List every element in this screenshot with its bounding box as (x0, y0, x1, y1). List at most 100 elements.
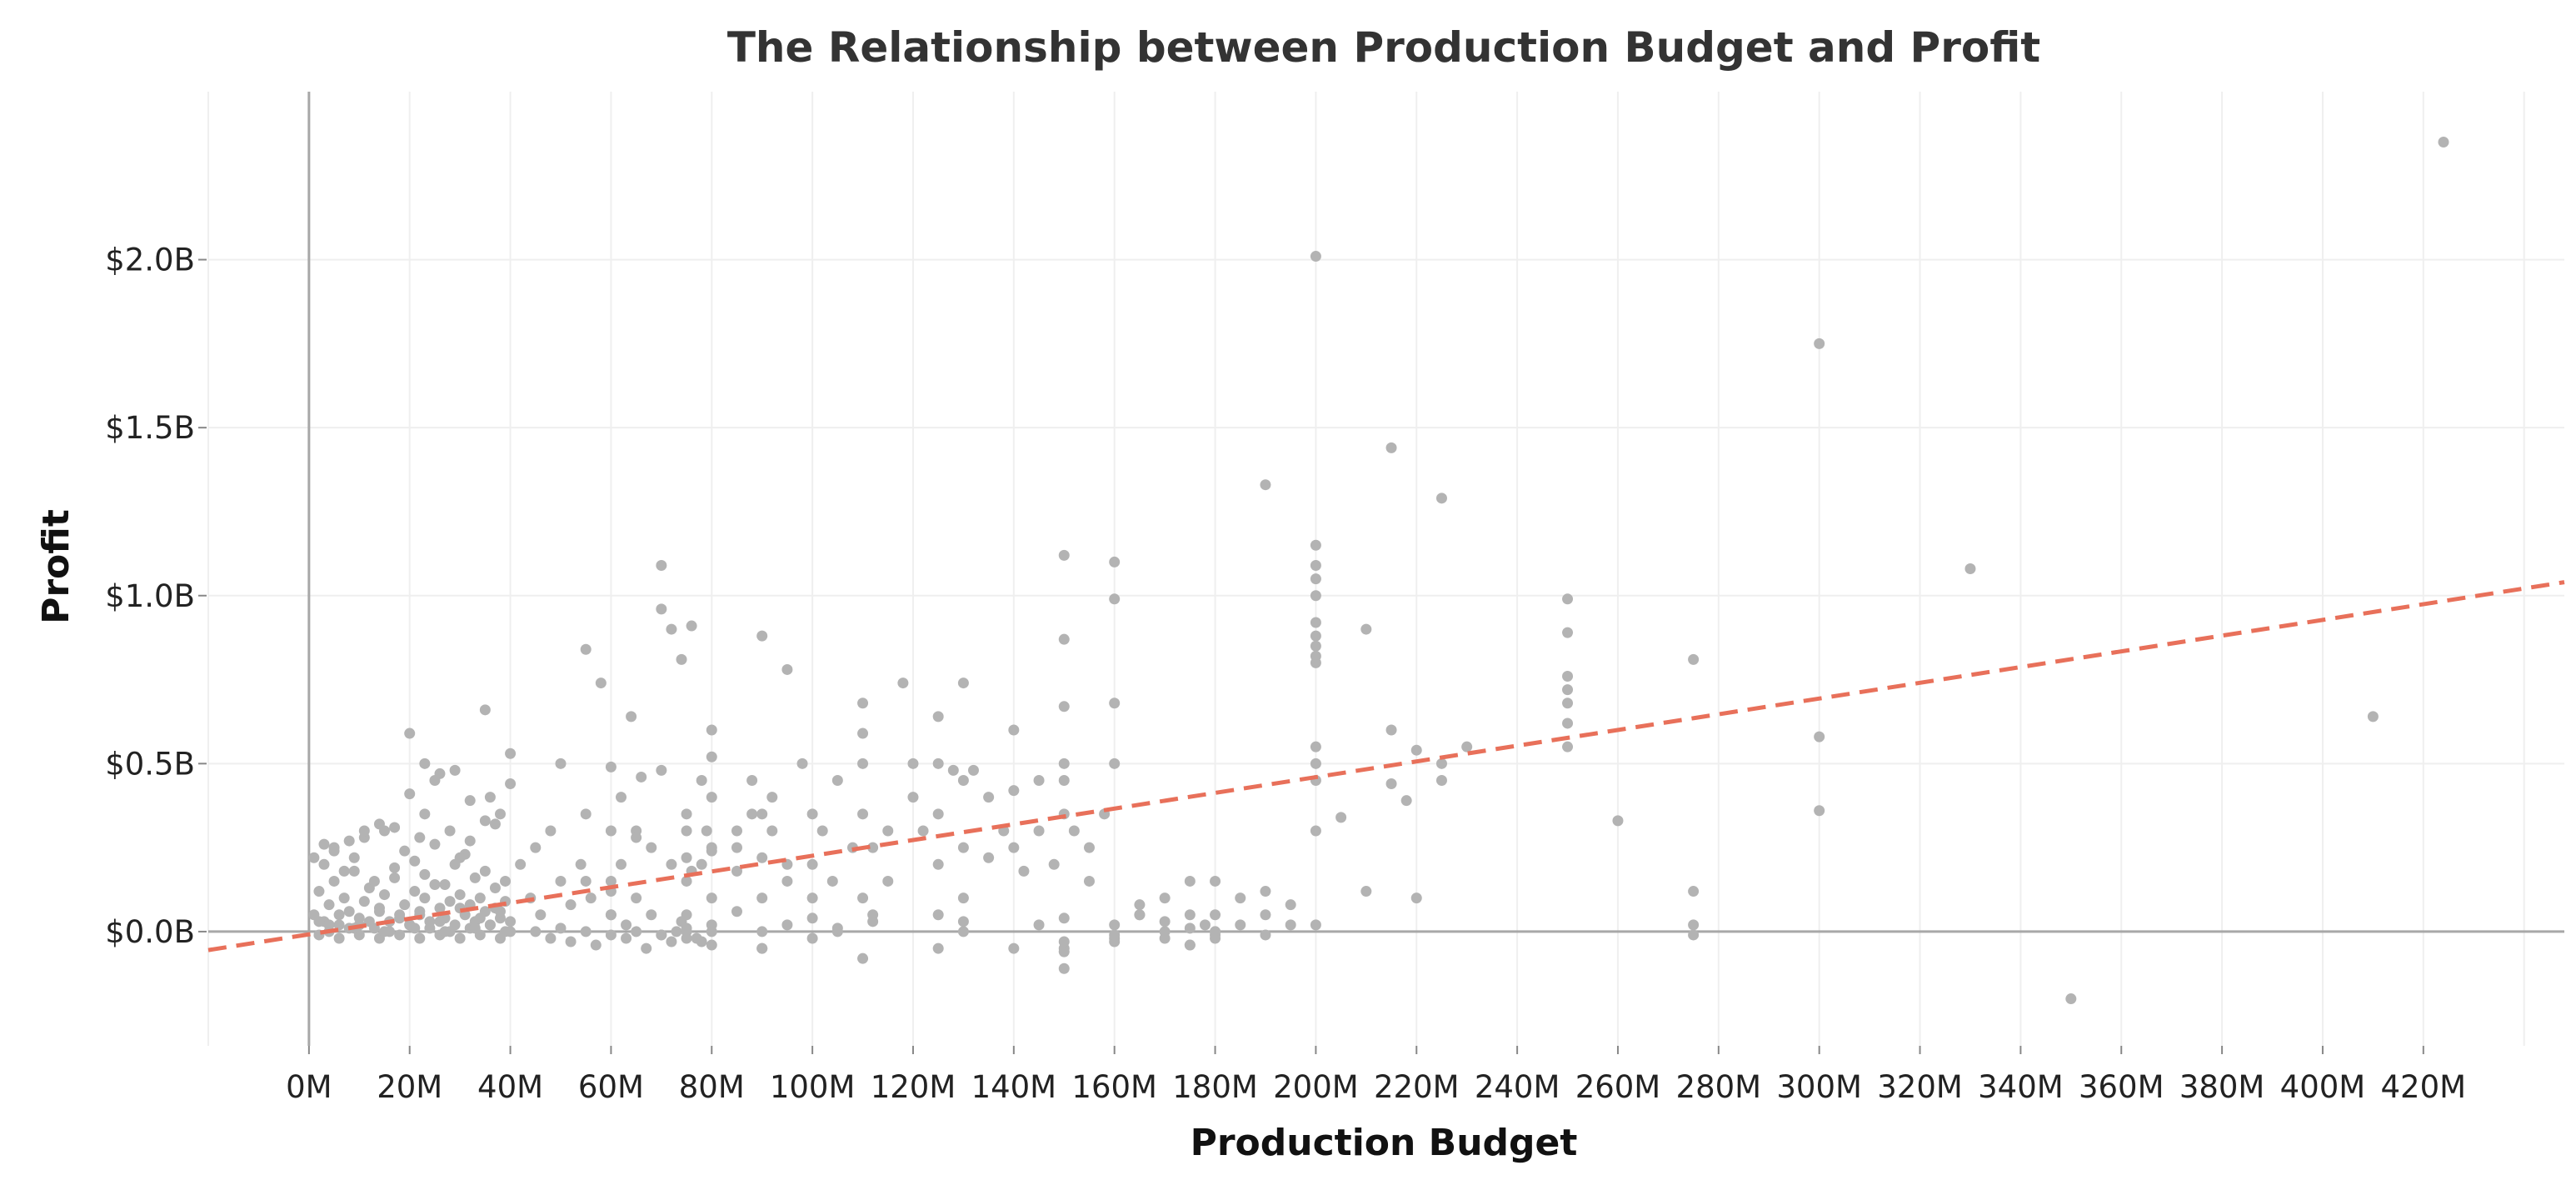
data-point (404, 788, 416, 800)
data-point (897, 678, 909, 689)
data-point (1285, 919, 1296, 931)
x-axis-ticks: 0M 20M 40M 60M 80M 100M 120M 140M 160M 180M 200M 22… (286, 1046, 2466, 1105)
data-point (701, 825, 712, 837)
data-point (857, 808, 869, 820)
data-point (681, 932, 692, 944)
data-point (479, 865, 491, 877)
x-tick-label: 400M (2280, 1069, 2366, 1105)
trend-line (207, 580, 2565, 952)
data-point (957, 916, 969, 928)
data-point (399, 899, 411, 911)
data-point (756, 942, 768, 954)
data-point (1562, 627, 1574, 638)
data-point (957, 678, 969, 689)
data-point (429, 774, 441, 786)
data-point (1688, 886, 1700, 898)
data-point (1435, 758, 1447, 769)
data-point (706, 792, 717, 803)
data-point (555, 758, 567, 769)
data-point (1285, 899, 1296, 911)
data-point (806, 892, 818, 904)
data-point (1210, 875, 1221, 887)
data-point (1058, 936, 1070, 948)
data-point (479, 815, 491, 827)
data-point (605, 761, 617, 772)
data-point (1310, 251, 1321, 262)
data-point (1562, 741, 1574, 752)
data-point (1310, 559, 1321, 571)
x-tick-label: 340M (1978, 1069, 2064, 1105)
data-point (308, 852, 320, 863)
x-tick-label: 100M (770, 1069, 856, 1105)
data-point (555, 922, 567, 934)
data-point (1435, 774, 1447, 786)
data-point (348, 852, 360, 863)
data-point (616, 792, 627, 803)
data-point (399, 845, 411, 857)
data-point (1184, 875, 1196, 887)
data-point (1048, 858, 1060, 870)
data-point (666, 936, 677, 948)
data-point (731, 842, 742, 853)
data-point (932, 858, 944, 870)
data-point (766, 792, 778, 803)
data-point (409, 886, 421, 898)
data-point (631, 926, 642, 938)
data-point (731, 825, 742, 837)
data-point (338, 892, 350, 904)
data-point (1400, 795, 1412, 807)
data-point (605, 909, 617, 921)
x-axis-title: Production Budget (1191, 1122, 1578, 1164)
data-point (857, 728, 869, 739)
data-point (1964, 563, 1976, 574)
data-point (857, 892, 869, 904)
data-point (947, 764, 959, 776)
data-point (686, 620, 697, 632)
data-point (419, 758, 431, 769)
data-point (1210, 909, 1221, 921)
data-point (505, 916, 517, 928)
data-point (983, 792, 995, 803)
data-point (575, 858, 587, 870)
y-tick-label: $0.0B (105, 914, 195, 950)
data-point (1260, 929, 1271, 941)
data-point (1068, 825, 1080, 837)
data-point (1058, 962, 1070, 974)
data-point (676, 653, 687, 665)
data-point (424, 922, 436, 934)
data-point (1310, 539, 1321, 551)
data-point (419, 808, 431, 820)
x-tick-label: 0M (286, 1069, 332, 1105)
data-point (1360, 886, 1372, 898)
data-point (756, 852, 768, 863)
data-point (806, 808, 818, 820)
data-point (580, 643, 592, 655)
data-point (555, 875, 567, 887)
x-tick-label: 220M (1374, 1069, 1460, 1105)
x-tick-label: 360M (2079, 1069, 2164, 1105)
data-point (756, 808, 768, 820)
data-point (1199, 919, 1211, 931)
data-point (580, 926, 592, 938)
data-point (545, 932, 557, 944)
data-point (1159, 916, 1171, 928)
data-point (816, 825, 828, 837)
data-point (867, 916, 879, 928)
data-point (1335, 812, 1347, 823)
data-point (484, 919, 496, 931)
data-point (656, 929, 667, 941)
data-point (464, 835, 476, 847)
data-point (368, 875, 380, 887)
data-point (439, 878, 451, 890)
data-point (932, 909, 944, 921)
data-point (454, 932, 466, 944)
data-point (656, 559, 667, 571)
data-point (414, 832, 426, 843)
data-point (957, 892, 969, 904)
data-point (706, 892, 717, 904)
data-point (706, 939, 717, 951)
data-point (1310, 758, 1321, 769)
data-point (967, 764, 979, 776)
x-tick-label: 120M (871, 1069, 956, 1105)
